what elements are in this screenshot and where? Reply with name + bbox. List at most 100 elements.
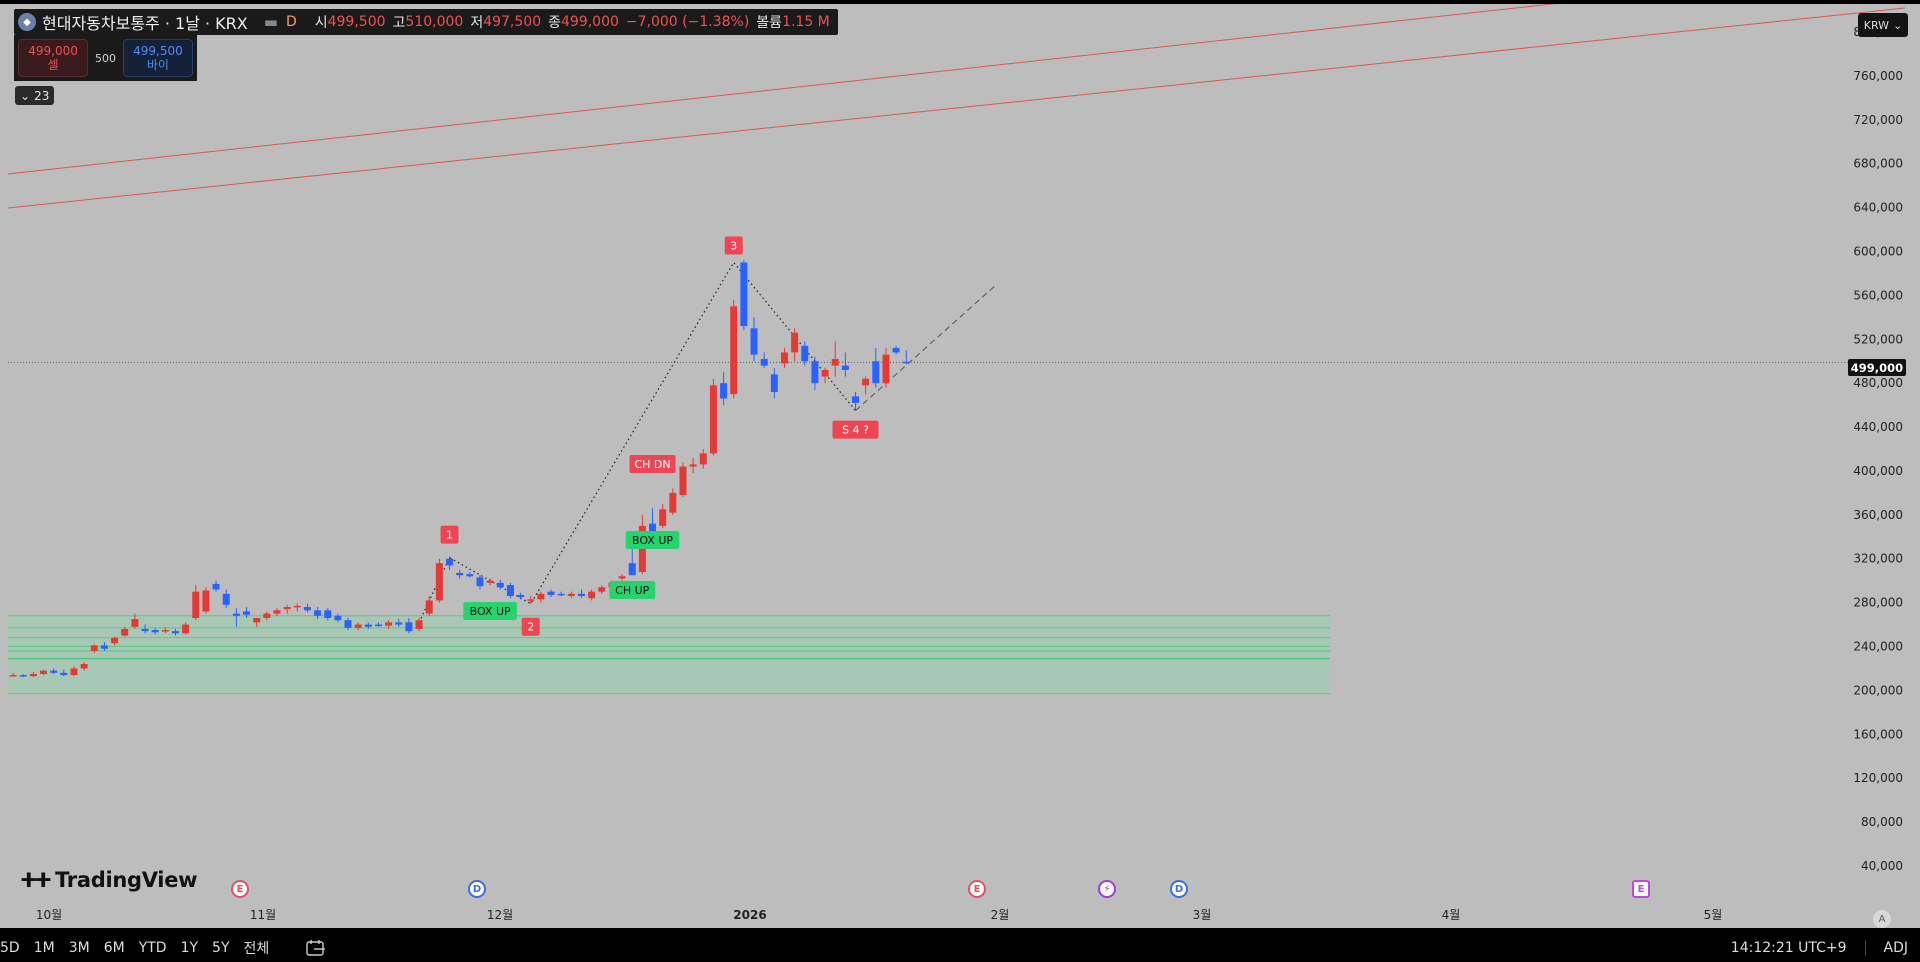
candle-body [628, 563, 636, 576]
range-ytd[interactable]: YTD [138, 940, 167, 956]
sell-label: 셀 [47, 58, 59, 72]
dividend-event-icon[interactable]: D [468, 880, 486, 898]
trend-lines [7, 4, 1906, 209]
candle [161, 626, 169, 634]
candle-body [303, 607, 311, 611]
symbol-legend[interactable]: ◆ 현대자동차보통주 · 1날 · KRX ▬ D 시 499,500 고 51… [14, 9, 838, 35]
price-axis-label: 400,000 [1853, 464, 1903, 478]
candle [425, 596, 433, 616]
candle-body [780, 352, 788, 364]
candle [577, 589, 585, 599]
box-up-label-2: BOX UP [625, 531, 680, 549]
open-value: 499,500 [327, 14, 386, 30]
candle-body [50, 670, 58, 673]
tradingview-logo[interactable]: ⵜⵜ TradingView [20, 868, 198, 892]
candle [141, 624, 149, 634]
candle-body [232, 613, 240, 616]
candle [486, 578, 494, 586]
ch-up-label: CH UP [609, 581, 656, 599]
candle-body [547, 591, 555, 595]
price-axis-label: 440,000 [1853, 420, 1903, 434]
range-3m[interactable]: 3M [68, 940, 90, 956]
candle [770, 367, 778, 399]
candle [151, 627, 159, 635]
price-axis-label: 360,000 [1853, 508, 1903, 522]
price-axis-label: 600,000 [1853, 244, 1903, 258]
chevron-down-icon: ⌄ [1893, 18, 1903, 32]
candle-body [405, 622, 413, 632]
pivot-label-4-bg [832, 420, 879, 439]
split-event-icon[interactable]: ⚡ [1098, 880, 1116, 898]
ch-up-label-bg [609, 581, 656, 599]
close-value: 499,000 [561, 14, 619, 30]
candle-body [618, 576, 626, 579]
tradingview-mark-icon: ⵜⵜ [20, 868, 52, 892]
pivot-label-3: 3 [724, 236, 743, 255]
adjust-button[interactable]: ADJ [1883, 940, 1909, 956]
candle [537, 591, 545, 603]
candle [821, 367, 829, 384]
time-axis[interactable]: 10월 11월 12월 2026 2월 3월 4월 5월 [36, 908, 1723, 922]
candle-body [243, 611, 251, 615]
candle [862, 376, 870, 395]
candle [415, 617, 423, 632]
candle [801, 341, 809, 366]
candle-body [679, 466, 687, 496]
price-axis-label: 120,000 [1853, 771, 1903, 785]
candle-body [202, 590, 210, 612]
range-5d[interactable]: 5D [0, 940, 20, 956]
candle-body [425, 600, 433, 614]
candle [628, 547, 636, 576]
indicators-toggle-button[interactable]: ⌄ 23 [15, 86, 55, 105]
divider [1864, 940, 1866, 956]
candle-body [415, 620, 423, 629]
range-6m[interactable]: 6M [103, 940, 125, 956]
clock-timezone[interactable]: 14:12:21 UTC+9 [1730, 940, 1847, 956]
buy-button[interactable]: 499,500 바이 [122, 39, 193, 77]
pivot-label-4: S 4 ? [832, 420, 879, 439]
auto-scale-button[interactable]: A [1873, 910, 1891, 928]
pattern-labels: 1 2 3 S 4 ? BOX UP BOX UP CH UP CH DN [440, 236, 879, 636]
earnings-event-icon[interactable]: E [231, 880, 249, 898]
candle-body [354, 624, 362, 628]
time-axis-label: 10월 [36, 908, 62, 922]
pivot-label-2: 2 [521, 617, 540, 636]
candle [476, 575, 484, 590]
time-axis-label: 12월 [487, 908, 513, 922]
range-all[interactable]: 전체 [243, 941, 270, 957]
future-earnings-event-icon[interactable]: E [1632, 880, 1650, 898]
currency-selector[interactable]: KRW ⌄ [1858, 13, 1908, 37]
range-1m[interactable]: 1M [33, 940, 55, 956]
candle [852, 391, 860, 411]
candle-body [253, 617, 261, 623]
sell-button[interactable]: 499,000 셀 [18, 39, 89, 77]
candle-body [770, 374, 778, 392]
earnings-event-icon[interactable]: E [968, 880, 986, 898]
candle [506, 582, 514, 599]
symbol-title[interactable]: 현대자동차보통주 · 1날 · KRX [42, 14, 248, 33]
candle [720, 372, 728, 406]
go-to-date-icon[interactable] [306, 939, 326, 957]
candle [80, 661, 88, 671]
price-axis[interactable]: 800,000760,000720,000680,000640,000600,0… [1853, 25, 1903, 873]
pivot-label-4-text: S 4 ? [842, 424, 869, 437]
symbol-logo-icon: ◆ [18, 13, 36, 31]
low-value: 497,500 [483, 14, 542, 30]
candle-body [567, 593, 575, 597]
zigzag-path [418, 261, 996, 623]
candle-body [720, 383, 728, 399]
bottom-toolbar: 5D 1M 3M 6M YTD 1Y 5Y 전체 14:12:21 UTC+9 … [0, 934, 1920, 962]
price-axis-label: 200,000 [1853, 683, 1903, 697]
candle [527, 596, 535, 604]
box-up-label-1: BOX UP [463, 602, 517, 620]
pivot-label-3-bg [724, 236, 743, 255]
range-1y[interactable]: 1Y [180, 940, 199, 956]
dividend-event-icon[interactable]: D [1170, 880, 1188, 898]
candle-body [283, 607, 291, 610]
candle [222, 589, 230, 609]
candle [192, 585, 200, 621]
range-5y[interactable]: 5Y [212, 940, 230, 956]
drag-handle-icon[interactable]: ▬ [263, 13, 278, 31]
